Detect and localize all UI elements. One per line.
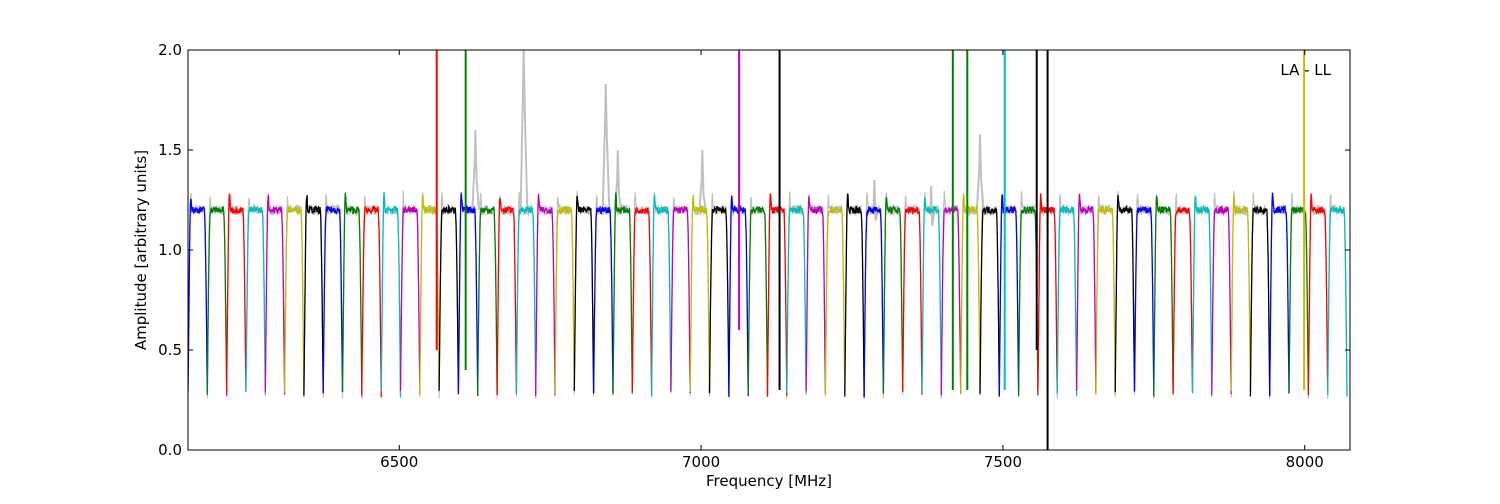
subband-trace-15: [477, 205, 498, 396]
subband-trace-43: [1017, 205, 1039, 397]
background-bump-4: [698, 149, 707, 211]
subband-trace-23: [631, 206, 653, 395]
subband-trace-5: [283, 206, 305, 398]
background-bump-5: [870, 179, 879, 221]
x-tick-label-3: 8000: [1286, 453, 1324, 471]
subband-trace-38: [921, 197, 942, 394]
y-tick-label-0: 0.0: [158, 441, 182, 459]
subband-trace-56: [1269, 192, 1290, 397]
subband-trace-9: [361, 204, 382, 398]
subband-trace-2: [225, 193, 247, 396]
subband-trace-31: [786, 204, 807, 393]
y-tick-label-1: 0.5: [158, 341, 182, 359]
subband-trace-54: [1230, 196, 1252, 392]
subband-trace-39: [940, 204, 962, 396]
subband-trace-22: [612, 192, 633, 395]
subband-trace-59: [1327, 205, 1348, 397]
subband-trace-16: [496, 198, 518, 395]
subband-trace-49: [1133, 206, 1155, 397]
y-tick-label-4: 2.0: [158, 41, 182, 59]
x-tick-label-1: 7000: [682, 453, 720, 471]
subband-trace-40: [960, 194, 981, 395]
subband-trace-6: [303, 195, 324, 396]
subband-trace-42: [998, 194, 1020, 397]
subband-trace-32: [805, 196, 827, 394]
subband-trace-55: [1249, 204, 1271, 397]
subband-trace-8: [341, 192, 363, 393]
subband-trace-58: [1307, 193, 1329, 396]
subband-trace-13: [438, 204, 460, 391]
subband-trace-7: [322, 205, 344, 392]
background-bump-3: [471, 129, 480, 211]
background-bump-2: [613, 149, 623, 211]
subband-trace-33: [824, 205, 846, 395]
subband-trace-25: [670, 205, 691, 394]
subband-trace-53: [1211, 204, 1232, 396]
subband-trace-45: [1056, 204, 1078, 397]
subband-trace-24: [650, 194, 672, 397]
subband-trace-14: [457, 192, 479, 397]
subband-trace-34: [844, 193, 865, 398]
series-layer: [188, 50, 1348, 450]
subband-trace-20: [573, 195, 595, 394]
subband-trace-0: [188, 198, 208, 393]
x-tick-label-2: 7500: [984, 453, 1022, 471]
subband-trace-29: [747, 205, 769, 397]
subband-trace-1: [206, 206, 228, 395]
plot-annotation: LA - LL: [1280, 61, 1331, 79]
subband-trace-11: [399, 205, 421, 394]
subband-trace-19: [554, 204, 575, 394]
subband-trace-52: [1191, 194, 1213, 394]
background-bump-1: [601, 83, 611, 211]
x-tick-label-0: 6500: [380, 453, 418, 471]
subband-trace-30: [766, 193, 788, 396]
subband-trace-36: [882, 196, 904, 394]
ticks-layer: 6500 7000 7500 8000 0.0 0.5 1.0 1.5 2.0: [158, 41, 1350, 471]
subband-trace-26: [689, 195, 711, 392]
subband-trace-48: [1114, 195, 1136, 393]
subband-trace-21: [592, 205, 614, 393]
y-tick-label-2: 1.0: [158, 241, 182, 259]
subband-trace-37: [902, 206, 923, 395]
y-tick-label-3: 1.5: [158, 141, 182, 159]
y-axis-label: Amplitude [arbitrary units]: [132, 150, 150, 350]
subband-trace-17: [515, 205, 537, 396]
background-bump-7: [975, 133, 985, 211]
subband-trace-50: [1153, 194, 1174, 397]
subband-trace-27: [708, 205, 730, 395]
subband-trace-46: [1075, 193, 1097, 394]
subband-trace-10: [380, 192, 402, 398]
x-axis-label: Frequency [MHz]: [706, 472, 832, 490]
subband-trace-18: [535, 194, 556, 397]
subband-trace-47: [1095, 205, 1116, 396]
subband-trace-3: [245, 206, 266, 394]
background-bump-0: [519, 50, 529, 211]
subband-trace-51: [1172, 206, 1194, 395]
subband-trace-41: [979, 206, 1000, 396]
subband-trace-35: [863, 206, 885, 398]
subband-trace-4: [264, 195, 286, 395]
